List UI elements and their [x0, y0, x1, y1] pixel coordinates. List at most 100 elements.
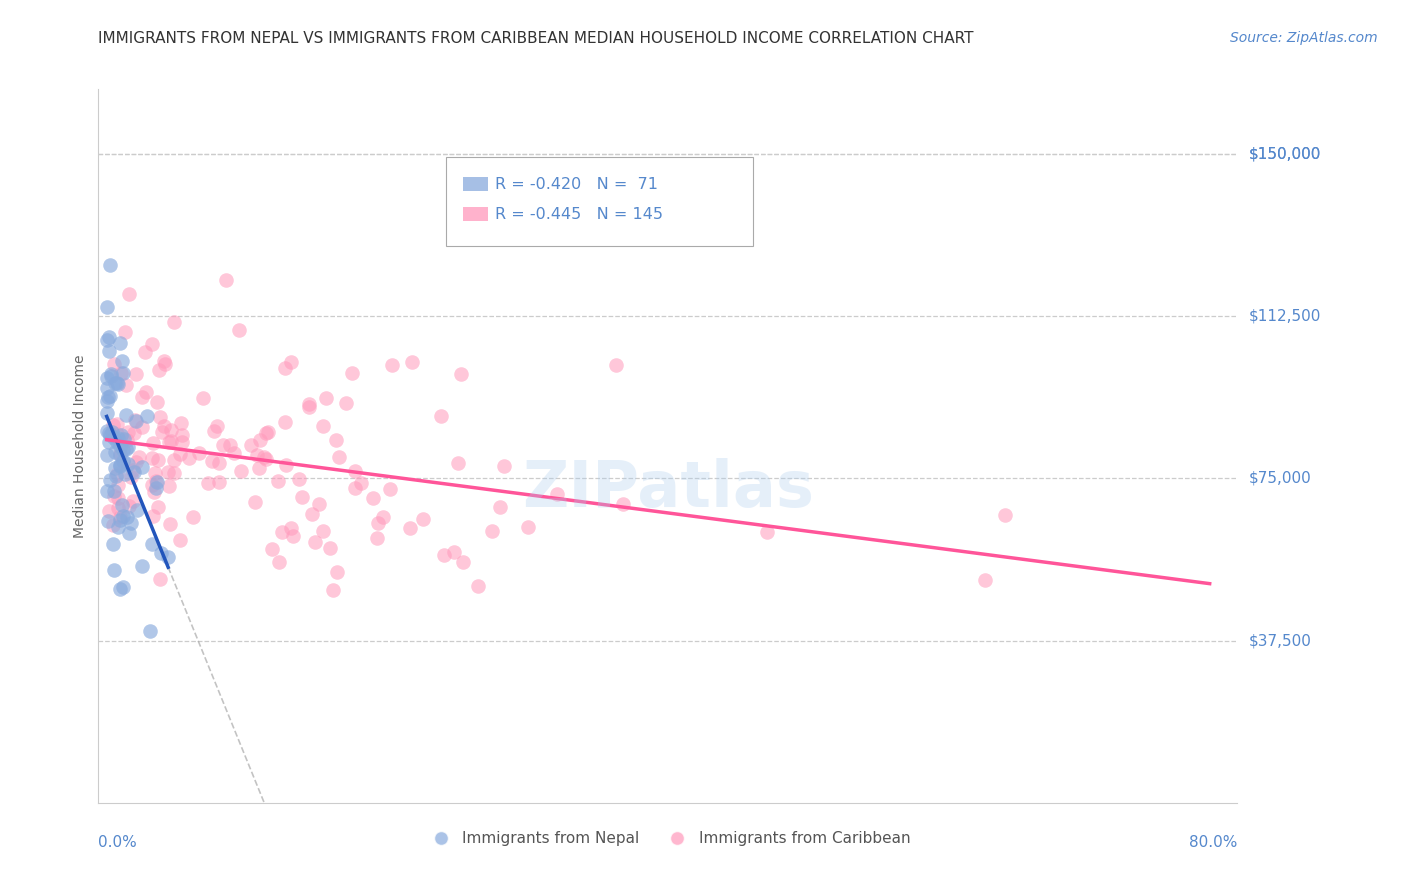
- Point: [312, 524, 335, 538]
- Point: [612, 497, 634, 511]
- Point: [447, 457, 470, 471]
- Bar: [463, 177, 488, 191]
- Point: [243, 495, 266, 509]
- Point: [325, 434, 347, 448]
- Point: [312, 419, 335, 434]
- Point: [110, 428, 132, 442]
- Point: [344, 481, 367, 495]
- Point: [150, 546, 173, 560]
- Point: [111, 498, 134, 512]
- Point: [146, 475, 169, 489]
- Point: [118, 286, 141, 301]
- Point: [134, 345, 156, 359]
- Point: [315, 392, 337, 406]
- Point: [141, 337, 163, 351]
- Point: [141, 537, 163, 551]
- Point: [143, 485, 166, 500]
- Point: [122, 493, 145, 508]
- Point: [200, 454, 222, 468]
- Point: [291, 490, 314, 504]
- Point: [107, 477, 129, 491]
- Point: [177, 450, 200, 465]
- Point: [205, 418, 228, 433]
- Point: [361, 491, 384, 506]
- Point: [141, 451, 163, 466]
- Point: [262, 541, 284, 556]
- Point: [401, 355, 423, 369]
- Point: [105, 435, 128, 450]
- Point: [412, 512, 434, 526]
- Point: [605, 358, 627, 372]
- Point: [202, 424, 225, 438]
- Point: [298, 397, 321, 411]
- Point: [97, 514, 120, 528]
- Point: [326, 565, 349, 579]
- Point: [288, 472, 311, 486]
- Point: [131, 460, 153, 475]
- Point: [489, 500, 512, 515]
- Point: [145, 474, 167, 488]
- Point: [197, 476, 219, 491]
- Point: [96, 394, 118, 409]
- Point: [274, 415, 297, 429]
- Point: [104, 376, 127, 390]
- Point: [110, 448, 132, 462]
- Point: [96, 406, 118, 420]
- Point: [280, 355, 302, 369]
- Point: [100, 427, 122, 442]
- FancyBboxPatch shape: [446, 157, 754, 246]
- Point: [159, 517, 181, 532]
- Point: [125, 503, 148, 517]
- Point: [108, 458, 131, 473]
- Point: [378, 482, 401, 496]
- Point: [283, 529, 305, 543]
- Point: [124, 413, 146, 427]
- Point: [96, 381, 118, 395]
- Text: $150,000: $150,000: [1249, 146, 1320, 161]
- Point: [318, 541, 340, 556]
- Text: $112,500: $112,500: [1249, 309, 1320, 324]
- Point: [257, 425, 280, 439]
- Point: [371, 510, 394, 524]
- Point: [107, 491, 129, 505]
- Point: [139, 624, 162, 638]
- Point: [160, 434, 183, 448]
- Point: [366, 531, 388, 545]
- Point: [181, 509, 204, 524]
- Point: [219, 438, 242, 452]
- Point: [340, 366, 363, 380]
- Point: [254, 452, 277, 467]
- Point: [107, 500, 129, 515]
- Point: [111, 509, 134, 524]
- Point: [117, 425, 139, 440]
- Point: [142, 436, 165, 450]
- Point: [104, 461, 127, 475]
- Point: [163, 315, 186, 329]
- Point: [208, 475, 231, 490]
- Point: [115, 434, 138, 448]
- Point: [246, 448, 269, 462]
- Point: [111, 353, 134, 368]
- Point: [141, 478, 163, 492]
- Point: [450, 367, 472, 381]
- Point: [170, 434, 193, 449]
- Point: [160, 423, 183, 437]
- Point: [107, 376, 129, 391]
- Point: [110, 510, 132, 524]
- Point: [231, 464, 253, 478]
- Point: [108, 440, 131, 454]
- Point: [108, 582, 131, 596]
- Point: [96, 371, 118, 385]
- Point: [169, 416, 191, 430]
- Point: [97, 390, 120, 404]
- Point: [145, 481, 167, 495]
- Point: [398, 521, 420, 535]
- Point: [301, 507, 323, 521]
- Text: $37,500: $37,500: [1249, 633, 1312, 648]
- Point: [100, 367, 122, 381]
- Point: [115, 509, 138, 524]
- Legend: Immigrants from Nepal, Immigrants from Caribbean: Immigrants from Nepal, Immigrants from C…: [419, 825, 917, 852]
- Point: [122, 425, 145, 440]
- Point: [104, 444, 127, 458]
- Point: [344, 464, 367, 478]
